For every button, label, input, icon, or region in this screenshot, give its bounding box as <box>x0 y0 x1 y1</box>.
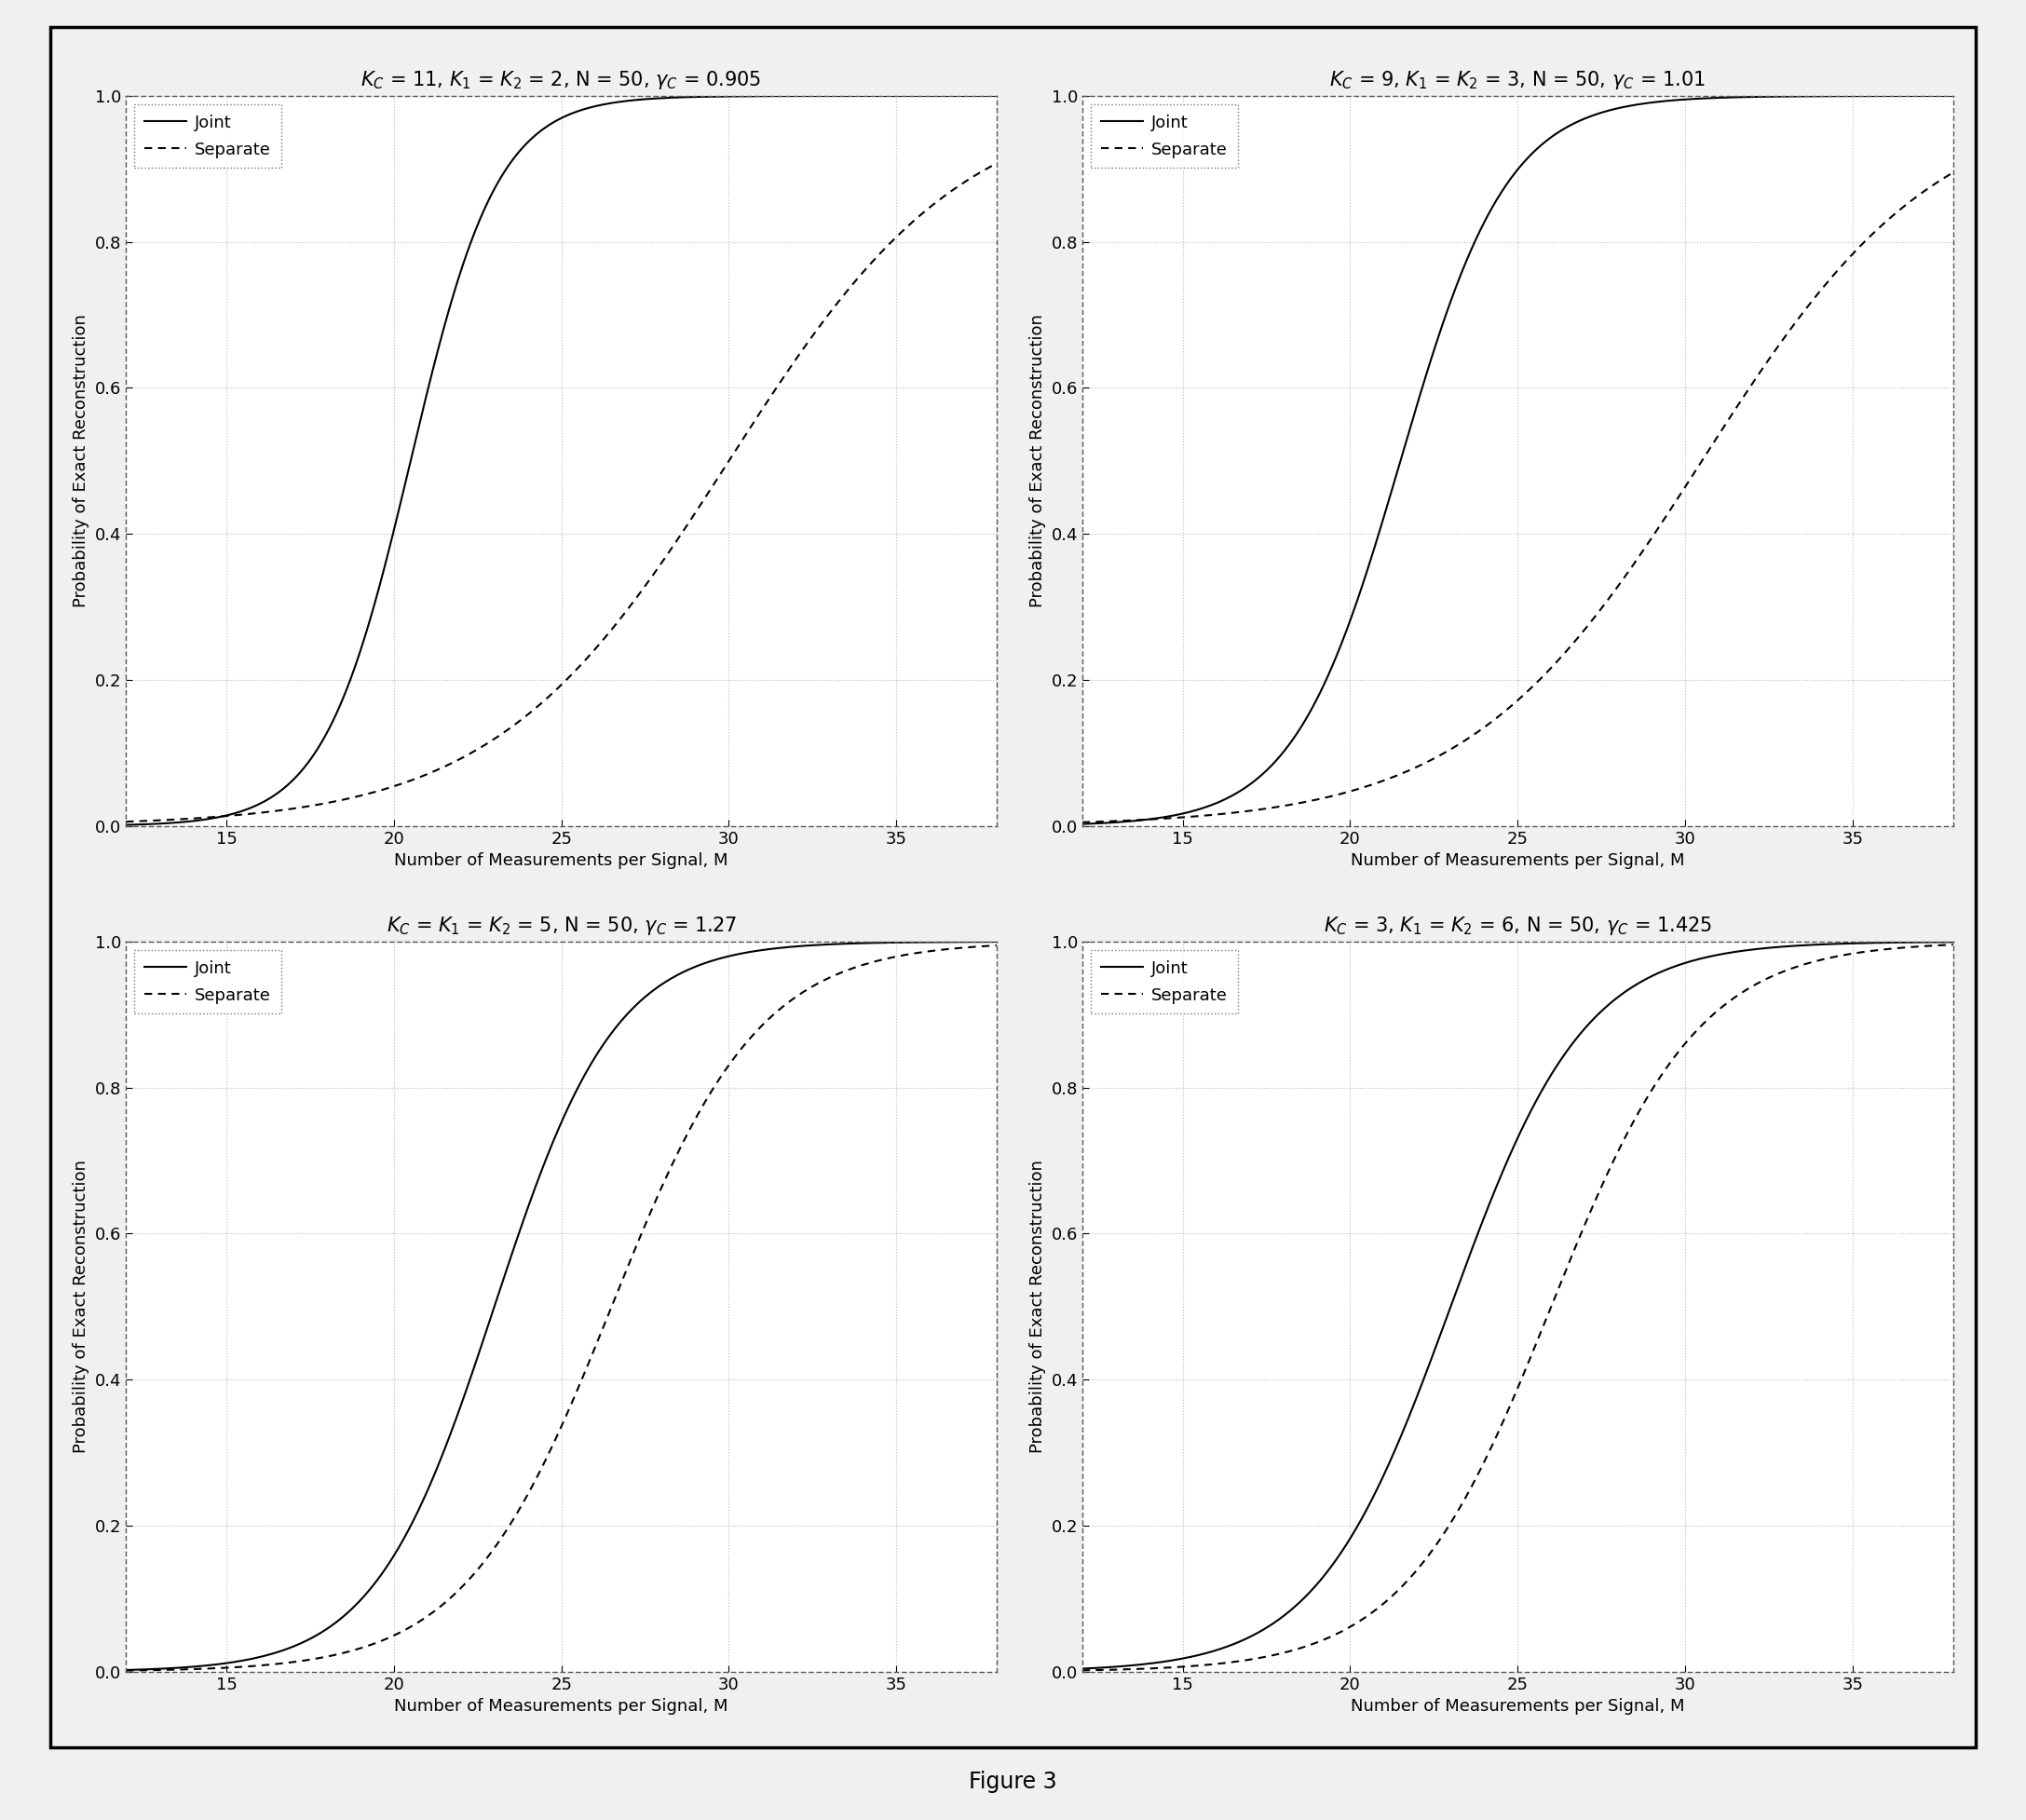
Joint <box>203 806 227 828</box>
Joint <box>1070 1658 1094 1680</box>
Separate <box>466 1558 490 1580</box>
Joint <box>985 86 1009 107</box>
Separate <box>1667 484 1692 506</box>
Separate <box>1422 748 1447 770</box>
Separate <box>1070 812 1094 834</box>
Separate <box>985 934 1009 956</box>
Title: $K_C$ = 11, $K_1$ = $K_2$ = 2, N = 50, $\gamma_C$ = 0.905: $K_C$ = 11, $K_1$ = $K_2$ = 2, N = 50, $… <box>361 69 762 91</box>
Joint <box>1765 935 1789 957</box>
Joint <box>1159 804 1183 826</box>
Joint <box>808 934 833 956</box>
Joint <box>466 213 490 235</box>
Separate <box>1667 1039 1692 1061</box>
Joint <box>808 86 833 107</box>
Joint <box>113 814 138 835</box>
X-axis label: Number of Measurements per Signal, M: Number of Measurements per Signal, M <box>395 1698 727 1714</box>
Separate <box>1941 934 1965 956</box>
Joint <box>1941 86 1965 107</box>
Y-axis label: Probability of Exact Reconstruction: Probability of Exact Reconstruction <box>1029 1159 1045 1452</box>
Joint <box>1748 86 1773 107</box>
Separate <box>1422 1536 1447 1558</box>
Line: Joint: Joint <box>1082 96 1953 824</box>
Y-axis label: Probability of Exact Reconstruction: Probability of Exact Reconstruction <box>73 1159 89 1452</box>
Separate <box>1159 1656 1183 1678</box>
Joint <box>466 1345 490 1367</box>
Separate <box>711 457 735 479</box>
Joint <box>1667 89 1692 111</box>
Joint <box>1159 1649 1183 1671</box>
Separate <box>792 979 816 1001</box>
Line: Joint: Joint <box>126 941 997 1671</box>
Joint <box>1422 1340 1447 1361</box>
Joint <box>1748 937 1773 959</box>
Separate <box>792 335 816 357</box>
Line: Joint: Joint <box>1082 943 1953 1669</box>
Joint <box>711 946 735 968</box>
Line: Separate: Separate <box>126 164 997 821</box>
Line: Separate: Separate <box>1082 173 1953 823</box>
Separate <box>1765 337 1789 359</box>
Legend: Joint, Separate: Joint, Separate <box>1090 950 1238 1014</box>
Separate <box>1070 1660 1094 1682</box>
Joint <box>1941 932 1965 954</box>
Joint <box>792 86 816 107</box>
Separate <box>203 806 227 828</box>
Line: Separate: Separate <box>126 945 997 1671</box>
Joint <box>113 1660 138 1682</box>
Separate <box>1941 162 1965 184</box>
Title: $K_C$ = $K_1$ = $K_2$ = 5, N = 50, $\gamma_C$ = 1.27: $K_C$ = $K_1$ = $K_2$ = 5, N = 50, $\gam… <box>387 914 737 937</box>
Legend: Joint, Separate: Joint, Separate <box>134 104 282 167</box>
Joint <box>1453 1254 1477 1276</box>
Title: $K_C$ = 3, $K_1$ = $K_2$ = 6, N = 50, $\gamma_C$ = 1.425: $K_C$ = 3, $K_1$ = $K_2$ = 6, N = 50, $\… <box>1323 914 1712 937</box>
Joint <box>496 153 521 175</box>
Separate <box>1748 359 1773 380</box>
Line: Separate: Separate <box>1082 945 1953 1671</box>
Joint <box>496 1250 521 1272</box>
X-axis label: Number of Measurements per Signal, M: Number of Measurements per Signal, M <box>395 852 727 870</box>
Separate <box>1765 963 1789 985</box>
Separate <box>203 1658 227 1680</box>
Separate <box>711 1061 735 1083</box>
Separate <box>1748 970 1773 992</box>
Joint <box>985 930 1009 952</box>
Joint <box>1453 251 1477 273</box>
Legend: Joint, Separate: Joint, Separate <box>1090 104 1238 167</box>
Separate <box>985 153 1009 175</box>
Separate <box>113 810 138 832</box>
Joint <box>203 1654 227 1676</box>
Separate <box>113 1660 138 1682</box>
X-axis label: Number of Measurements per Signal, M: Number of Measurements per Signal, M <box>1351 852 1686 870</box>
Text: Figure 3: Figure 3 <box>968 1771 1058 1793</box>
Separate <box>808 313 833 335</box>
Joint <box>1422 339 1447 360</box>
Separate <box>808 972 833 994</box>
Joint <box>1667 954 1692 976</box>
Separate <box>1453 730 1477 752</box>
Separate <box>1159 808 1183 830</box>
Separate <box>496 717 521 739</box>
Joint <box>1765 86 1789 107</box>
Title: $K_C$ = 9, $K_1$ = $K_2$ = 3, N = 50, $\gamma_C$ = 1.01: $K_C$ = 9, $K_1$ = $K_2$ = 3, N = 50, $\… <box>1329 69 1706 91</box>
Y-axis label: Probability of Exact Reconstruction: Probability of Exact Reconstruction <box>73 315 89 608</box>
Joint <box>792 935 816 957</box>
Y-axis label: Probability of Exact Reconstruction: Probability of Exact Reconstruction <box>1029 315 1045 608</box>
X-axis label: Number of Measurements per Signal, M: Number of Measurements per Signal, M <box>1351 1698 1686 1714</box>
Separate <box>496 1514 521 1536</box>
Line: Joint: Joint <box>126 96 997 824</box>
Legend: Joint, Separate: Joint, Separate <box>134 950 282 1014</box>
Separate <box>1453 1487 1477 1509</box>
Separate <box>466 739 490 761</box>
Joint <box>1070 814 1094 835</box>
Joint <box>711 86 735 107</box>
